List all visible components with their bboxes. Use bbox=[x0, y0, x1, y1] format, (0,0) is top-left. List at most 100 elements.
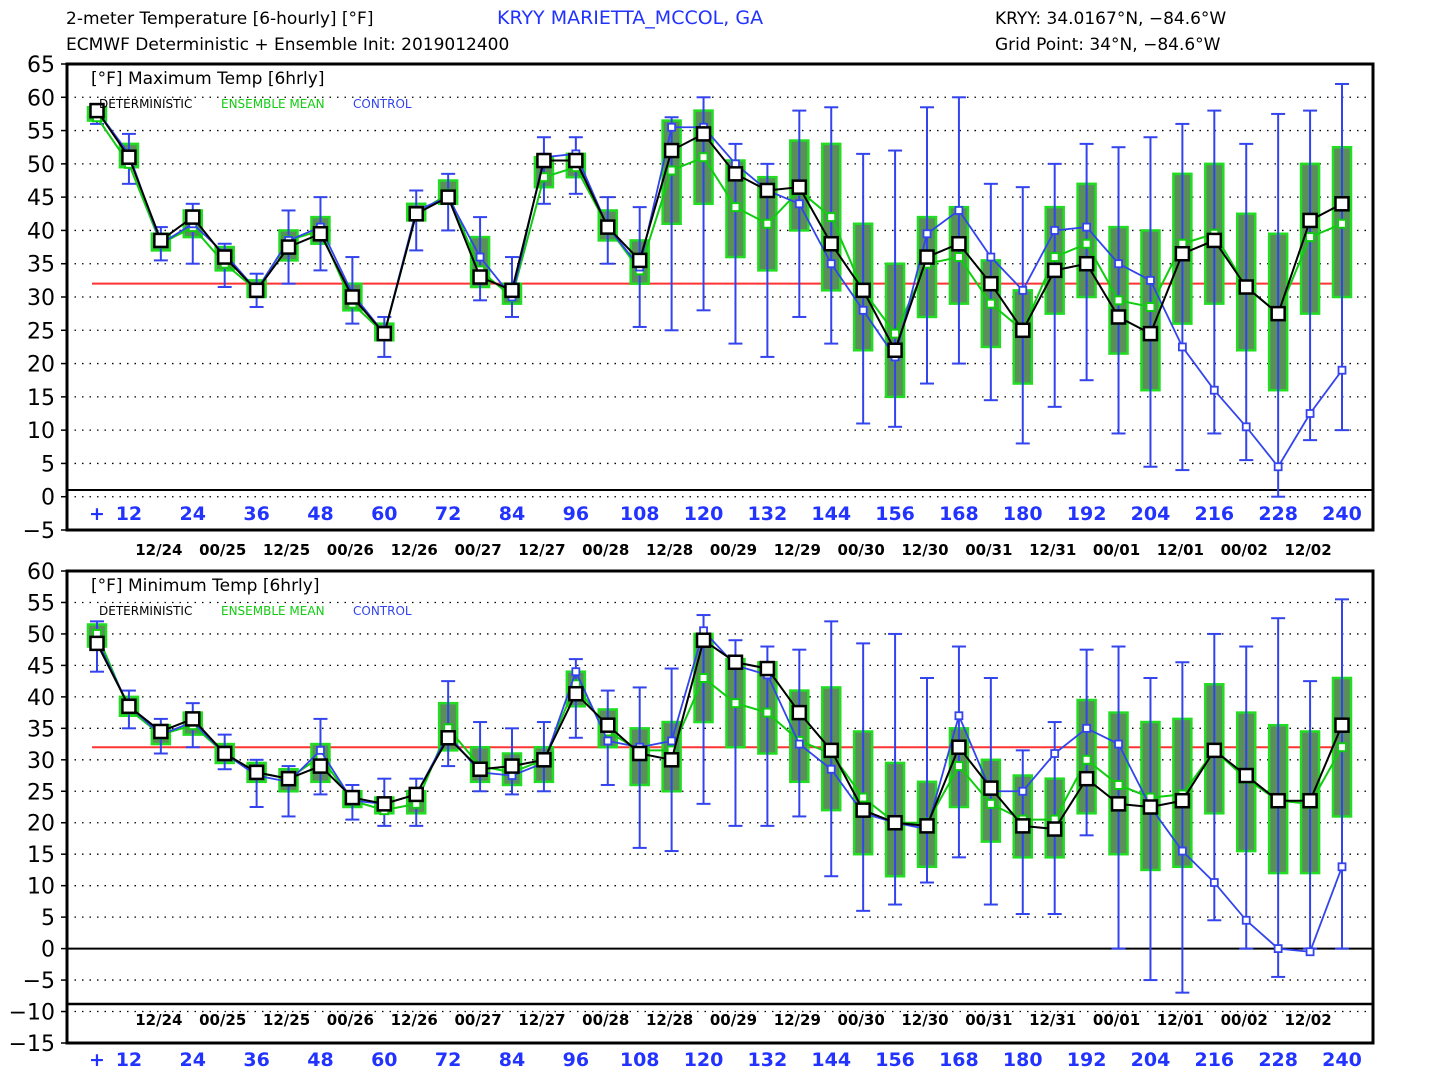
point-deterministic bbox=[791, 704, 808, 721]
point-ensemble-mean bbox=[1337, 218, 1347, 229]
point-deterministic bbox=[185, 209, 201, 225]
date-label: 12/25 bbox=[263, 541, 310, 559]
point-ensemble-mean bbox=[666, 165, 677, 176]
point-deterministic bbox=[1238, 279, 1254, 295]
y-tick-label: 45 bbox=[27, 186, 55, 211]
model-init: ECMWF Deterministic + Ensemble Init: 201… bbox=[66, 35, 510, 55]
x-tick-label: 120 bbox=[684, 1049, 724, 1071]
point-deterministic bbox=[855, 282, 871, 299]
point-ensemble-mean bbox=[730, 202, 741, 213]
point-deterministic bbox=[121, 698, 137, 715]
legend-entry-deterministic: DETERMINISTIC bbox=[99, 604, 192, 618]
date-label: 00/30 bbox=[838, 541, 885, 559]
date-label: 00/27 bbox=[454, 541, 501, 559]
plot-frame bbox=[65, 569, 1375, 1045]
date-label: 00/29 bbox=[710, 1011, 757, 1029]
point-deterministic bbox=[504, 282, 520, 299]
series-line-control bbox=[96, 629, 1343, 953]
point-deterministic bbox=[1302, 212, 1318, 229]
y-tick-label: 50 bbox=[27, 623, 55, 648]
y-tick-label: 35 bbox=[27, 253, 55, 278]
y-tick-label: 30 bbox=[27, 286, 55, 311]
point-deterministic bbox=[216, 249, 233, 265]
x-tick-label: 36 bbox=[243, 503, 269, 525]
point-ensemble-mean bbox=[826, 212, 837, 223]
x-tick-label: 96 bbox=[563, 1049, 589, 1071]
y-tick-label: 0 bbox=[41, 486, 55, 511]
point-control bbox=[1177, 846, 1187, 856]
point-deterministic bbox=[600, 219, 616, 235]
point-deterministic bbox=[1174, 245, 1191, 262]
date-label: 00/01 bbox=[1093, 1011, 1140, 1029]
point-deterministic bbox=[631, 252, 648, 269]
x-tick-label: 108 bbox=[620, 1049, 660, 1071]
point-ensemble-mean bbox=[1145, 301, 1156, 312]
date-label: 00/31 bbox=[965, 1011, 1012, 1029]
point-control bbox=[1305, 947, 1315, 957]
point-deterministic bbox=[312, 758, 329, 774]
series-line-ensemble-mean bbox=[96, 633, 1343, 824]
x-tick-label: 204 bbox=[1131, 1049, 1171, 1071]
point-deterministic bbox=[791, 179, 808, 195]
date-label: 12/24 bbox=[135, 1011, 182, 1029]
point-control bbox=[571, 667, 581, 677]
date-label: 00/25 bbox=[199, 541, 246, 559]
y-tick-label: 20 bbox=[27, 353, 55, 378]
point-control bbox=[1050, 749, 1060, 758]
x-tick-label: 168 bbox=[939, 503, 979, 525]
date-label: 12/31 bbox=[1029, 1011, 1076, 1029]
point-deterministic bbox=[1174, 792, 1191, 809]
point-control bbox=[1273, 462, 1283, 472]
point-deterministic bbox=[89, 102, 105, 119]
y-tick-label: −15 bbox=[9, 1032, 55, 1057]
x-tick-label: 60 bbox=[371, 503, 397, 525]
y-tick-label: 30 bbox=[27, 749, 55, 774]
y-tick-label: 5 bbox=[41, 452, 55, 477]
point-deterministic bbox=[1302, 792, 1318, 809]
point-ensemble-mean bbox=[762, 707, 773, 718]
series-line-deterministic bbox=[96, 110, 1343, 353]
point-control bbox=[794, 199, 804, 209]
point-deterministic bbox=[536, 752, 552, 768]
x-tick-label: 48 bbox=[307, 503, 333, 525]
x-tick-label: 240 bbox=[1322, 503, 1362, 525]
point-deterministic bbox=[153, 232, 169, 249]
date-label: 00/02 bbox=[1221, 541, 1268, 559]
y-tick-label: 45 bbox=[27, 654, 55, 679]
x-tick-label: 84 bbox=[499, 503, 525, 525]
date-label: 12/31 bbox=[1029, 541, 1076, 559]
point-deterministic bbox=[1078, 255, 1095, 272]
date-label: 12/27 bbox=[518, 1011, 565, 1029]
point-ensemble-mean bbox=[890, 328, 901, 339]
point-deterministic bbox=[568, 152, 584, 169]
point-control bbox=[1082, 723, 1092, 733]
x-tick-label: 24 bbox=[180, 1049, 206, 1071]
point-control bbox=[667, 736, 677, 746]
date-label: 12/02 bbox=[1284, 541, 1331, 559]
point-deterministic bbox=[1046, 821, 1063, 837]
point-ensemble-mean bbox=[1113, 779, 1124, 790]
date-label: 00/26 bbox=[327, 541, 374, 559]
point-control bbox=[1209, 878, 1219, 887]
point-control bbox=[1209, 385, 1219, 395]
x-tick-label: 192 bbox=[1067, 503, 1107, 525]
point-deterministic bbox=[376, 325, 393, 342]
point-deterministic bbox=[887, 814, 903, 831]
point-deterministic bbox=[1270, 305, 1286, 322]
point-ensemble-mean bbox=[1081, 238, 1092, 249]
y-tick-label: 0 bbox=[41, 938, 55, 963]
y-tick-label: 10 bbox=[27, 875, 55, 900]
point-deterministic bbox=[727, 166, 744, 182]
x-tick-label: 108 bbox=[620, 503, 660, 525]
point-control bbox=[954, 711, 964, 721]
date-label: 00/30 bbox=[838, 1011, 885, 1029]
x-tick-label: 36 bbox=[243, 1049, 269, 1071]
x-tick-label: 12 bbox=[116, 503, 142, 525]
date-label: 12/26 bbox=[391, 541, 438, 559]
x-tick-label: 204 bbox=[1131, 503, 1171, 525]
point-ensemble-mean bbox=[1049, 252, 1060, 263]
point-ensemble-mean bbox=[985, 798, 996, 809]
point-deterministic bbox=[759, 182, 776, 199]
point-deterministic bbox=[153, 723, 169, 740]
